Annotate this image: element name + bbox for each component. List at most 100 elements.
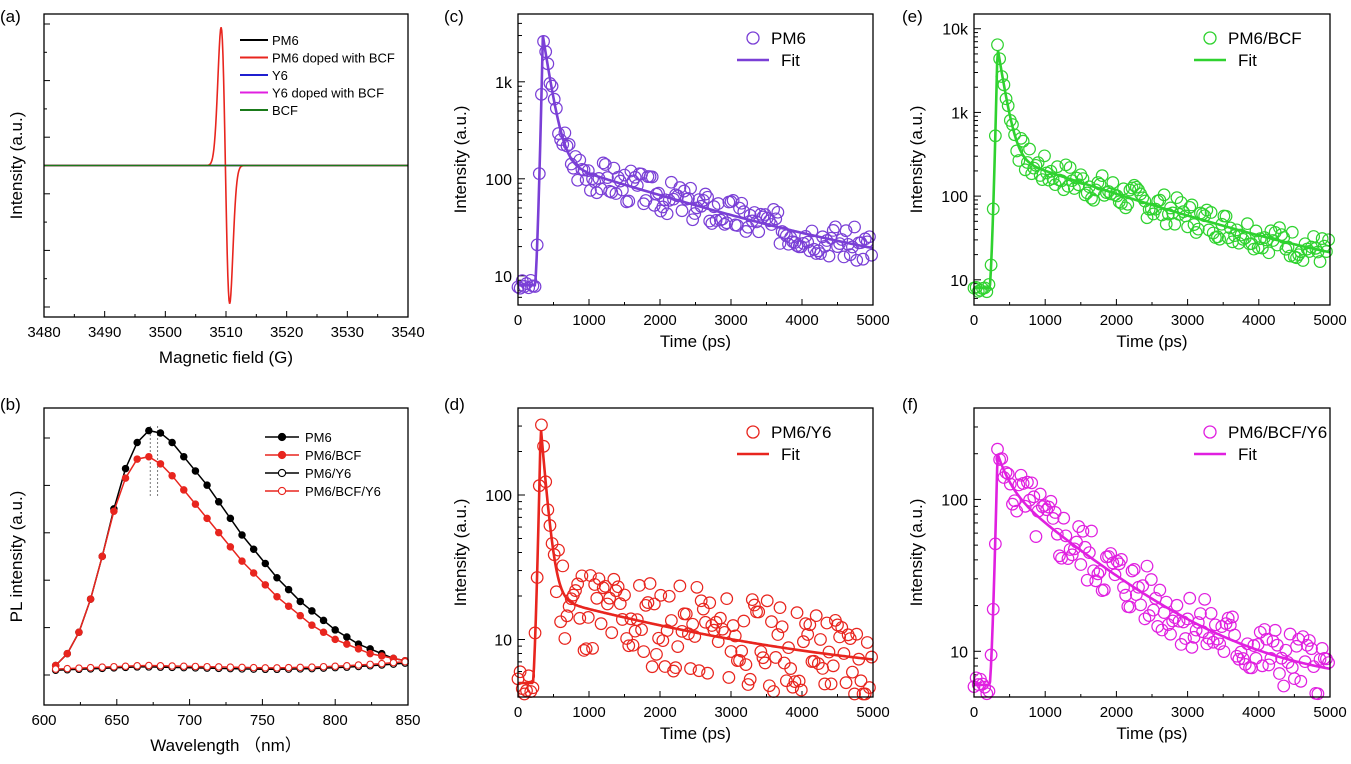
y-axis-label: PL intensity (a.u.) xyxy=(7,491,26,623)
data-point xyxy=(788,675,802,688)
data-point xyxy=(667,664,680,678)
data-point xyxy=(145,426,153,435)
data-point xyxy=(1202,631,1216,645)
x-tick-label: 850 xyxy=(395,712,420,729)
data-point xyxy=(401,657,409,666)
x-tick-label: 3000 xyxy=(714,704,747,721)
legend-label: Fit xyxy=(781,51,800,70)
data-point xyxy=(575,569,589,583)
legend-label: Fit xyxy=(1238,51,1257,70)
data-point xyxy=(1021,475,1034,489)
data-point xyxy=(760,594,774,608)
x-tick-label: 0 xyxy=(970,312,978,329)
data-point xyxy=(1003,477,1017,491)
data-point xyxy=(784,662,798,675)
data-point xyxy=(1322,233,1335,247)
data-point xyxy=(613,597,627,611)
data-point xyxy=(1264,651,1278,665)
data-point xyxy=(560,609,574,623)
data-point xyxy=(1255,659,1269,673)
data-point xyxy=(858,687,872,701)
data-point xyxy=(1249,651,1263,665)
data-point xyxy=(854,674,868,688)
data-point xyxy=(743,672,757,686)
data-point xyxy=(1010,504,1024,518)
data-point xyxy=(1091,567,1105,581)
data-point xyxy=(701,190,714,204)
panel-b: (b) 600 650 700 750 800 850 PM6 PM6/BCF PM6/Y6 PM6… xyxy=(0,395,421,755)
x-axis-label: Wavelength （nm） xyxy=(150,736,301,755)
data-point xyxy=(598,579,612,593)
data-point xyxy=(261,664,270,672)
data-point xyxy=(1114,553,1128,566)
data-point xyxy=(699,615,712,629)
data-point xyxy=(284,585,293,594)
data-point xyxy=(1114,196,1128,210)
data-point xyxy=(777,226,791,240)
data-point xyxy=(839,224,853,238)
x-axis-label: Time (ps) xyxy=(660,724,731,743)
data-point xyxy=(1153,583,1167,597)
data-point xyxy=(837,250,851,264)
legend-marker xyxy=(277,486,287,496)
data-point xyxy=(1296,254,1310,267)
data-point xyxy=(692,664,706,678)
data-point xyxy=(711,197,725,210)
data-point xyxy=(822,645,836,659)
data-point xyxy=(645,660,659,674)
data-point xyxy=(664,175,678,189)
data-point xyxy=(273,592,281,601)
data-point xyxy=(1157,188,1171,202)
data-point xyxy=(1067,182,1081,195)
data-point xyxy=(1290,639,1303,653)
data-point xyxy=(1046,512,1060,525)
data-point xyxy=(601,597,614,611)
data-point xyxy=(133,455,141,463)
y-tick-label: 1k xyxy=(495,75,513,92)
x-axis-label: Magnetic field (G) xyxy=(159,348,293,367)
data-point xyxy=(331,635,339,644)
data-point xyxy=(671,640,685,654)
data-point xyxy=(261,559,270,568)
y-axis-label: Intensity (a.u.) xyxy=(451,499,470,607)
data-point xyxy=(720,592,734,606)
legend-marker xyxy=(277,450,287,460)
data-point xyxy=(1038,149,1051,163)
y-tick-label: 10k xyxy=(942,22,969,39)
x-tick-label: 3000 xyxy=(1171,312,1204,329)
data-point xyxy=(1194,607,1207,620)
x-tick-label: 3500 xyxy=(149,324,182,341)
data-point xyxy=(110,507,118,516)
x-tick-label: 5000 xyxy=(1313,704,1346,721)
y-tick-label: 10 xyxy=(494,269,512,286)
data-point xyxy=(168,438,176,447)
panel-e: (e) 10 100 1k 10k 0 1000 2000 3000 4000 5000 PM6/BC… xyxy=(902,7,1347,351)
data-point xyxy=(1027,490,1041,504)
data-point xyxy=(1281,240,1295,254)
data-point xyxy=(1315,232,1329,245)
data-point xyxy=(696,602,710,616)
data-point xyxy=(590,591,604,605)
x-tick-label: 800 xyxy=(323,712,348,729)
data-point xyxy=(1226,610,1239,624)
data-point xyxy=(703,214,717,228)
data-point xyxy=(1119,201,1133,215)
data-point xyxy=(1087,193,1101,207)
legend-label: Fit xyxy=(1238,445,1257,464)
data-point xyxy=(748,598,761,612)
data-point xyxy=(622,639,636,653)
legend-label: PM6 xyxy=(272,33,299,48)
data-point xyxy=(1059,158,1073,172)
data-point xyxy=(86,663,95,672)
data-point xyxy=(581,610,595,624)
data-point xyxy=(1268,623,1282,637)
data-point xyxy=(214,663,223,671)
data-point xyxy=(1063,161,1077,174)
data-point xyxy=(366,660,374,669)
data-point xyxy=(641,596,655,609)
data-point xyxy=(752,225,766,239)
data-point xyxy=(1185,198,1199,212)
data-point xyxy=(620,632,634,645)
data-point xyxy=(133,661,141,670)
